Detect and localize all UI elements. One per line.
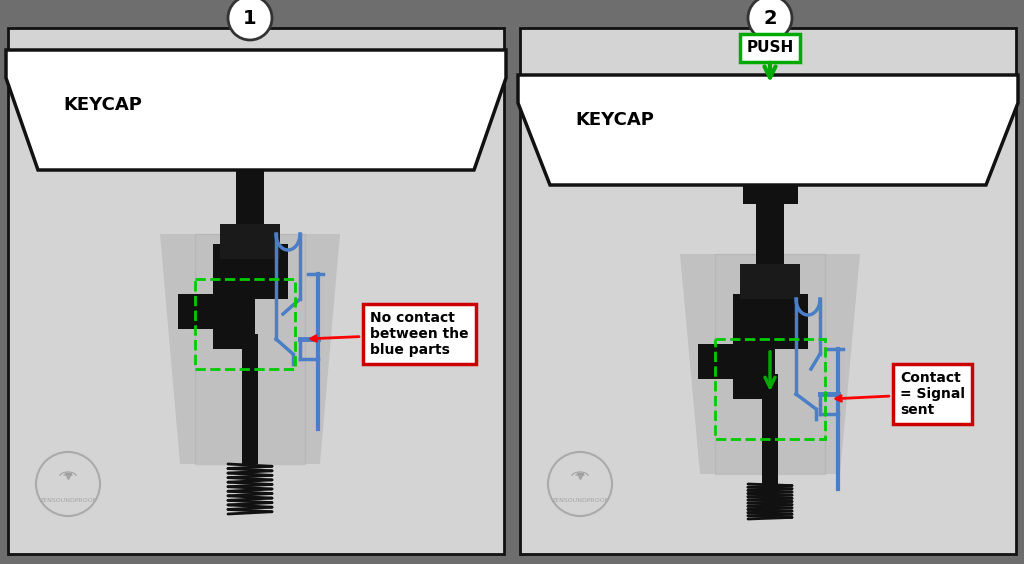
Bar <box>732 294 808 349</box>
Text: KEYCAP: KEYCAP <box>575 111 654 129</box>
Bar <box>520 28 1016 554</box>
Text: KEYCAP: KEYCAP <box>63 96 142 114</box>
Bar <box>242 334 258 464</box>
Bar <box>756 174 784 309</box>
Bar <box>732 379 775 399</box>
Text: ZENSOUNDPROOF: ZENSOUNDPROOF <box>551 497 608 503</box>
Bar <box>8 28 504 554</box>
Bar <box>195 234 305 464</box>
Polygon shape <box>6 50 506 170</box>
Text: No contact
between the
blue parts: No contact between the blue parts <box>311 311 469 357</box>
Bar <box>740 264 800 299</box>
Circle shape <box>748 0 792 40</box>
Bar <box>213 329 255 349</box>
Bar <box>220 224 280 259</box>
Bar <box>697 344 775 379</box>
Bar <box>742 169 798 204</box>
Circle shape <box>228 0 272 40</box>
Text: 2: 2 <box>763 8 777 28</box>
Text: ZENSOUNDPROOF: ZENSOUNDPROOF <box>39 497 96 503</box>
Polygon shape <box>160 234 340 464</box>
Bar <box>213 244 288 299</box>
Bar <box>762 374 778 484</box>
Bar <box>715 254 825 474</box>
Bar <box>715 339 825 439</box>
Text: Contact
= Signal
sent: Contact = Signal sent <box>836 371 965 417</box>
Bar <box>236 134 264 289</box>
Text: PUSH: PUSH <box>746 41 794 55</box>
Polygon shape <box>518 75 1018 185</box>
Text: 1: 1 <box>243 8 257 28</box>
Bar <box>177 294 255 329</box>
Polygon shape <box>680 254 860 474</box>
Bar <box>195 279 295 369</box>
Bar <box>222 129 278 164</box>
